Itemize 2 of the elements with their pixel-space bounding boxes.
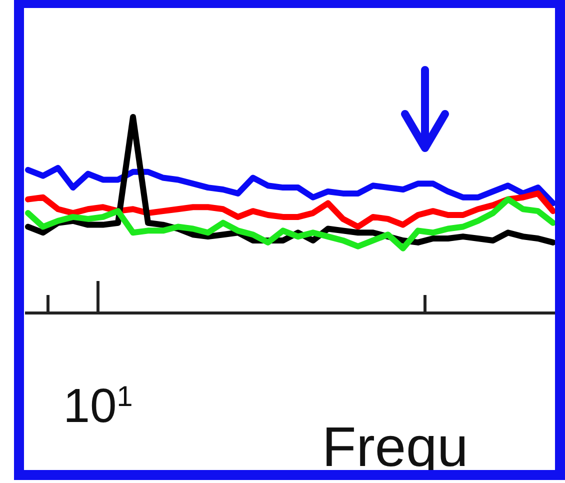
- text: 10$^{1}$: [63, 380, 133, 433]
- x-axis-title: Frequ: [322, 415, 468, 478]
